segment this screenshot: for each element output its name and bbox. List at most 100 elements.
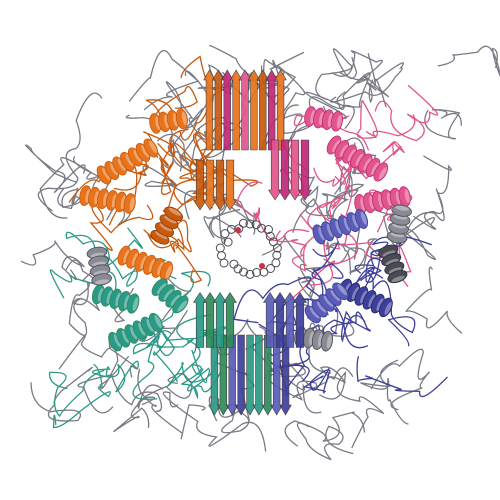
coil-loop: [370, 348, 430, 411]
coil-loop: [350, 140, 405, 180]
helix-highlight: [168, 207, 181, 216]
coil-loop: [296, 422, 354, 461]
beta-strand-arrow: [274, 69, 287, 151]
helix-highlight: [148, 259, 156, 273]
coil-loop: [356, 100, 416, 139]
helix-highlight: [318, 226, 325, 241]
pore-loop: [215, 243, 225, 253]
coil-loop: [315, 48, 358, 101]
helix-highlight: [309, 307, 320, 319]
beta-strand-arrow: [229, 69, 243, 151]
coil-loop: [284, 411, 366, 447]
helix-highlight: [385, 258, 399, 266]
helix-highlight: [360, 211, 367, 225]
helix-ribbon: [149, 108, 188, 134]
pore-loop: [259, 267, 269, 277]
helix-highlight: [157, 262, 164, 276]
beta-strand-arrow: [238, 69, 252, 151]
coil-loop: [363, 53, 390, 104]
coil-loop: [52, 363, 111, 429]
helix-highlight: [115, 292, 121, 307]
helix-highlight: [323, 295, 334, 307]
beta-strand-arrow: [192, 159, 208, 211]
helix-highlight: [159, 223, 172, 232]
helix-highlight: [132, 297, 139, 311]
beta-strand-arrow: [297, 139, 313, 201]
coil-loop: [310, 196, 359, 286]
helix-ribbon: [151, 278, 189, 314]
red-residue: [235, 227, 241, 233]
coil-loop: [302, 367, 331, 394]
coil-loop: [68, 262, 110, 336]
coil-loop: [437, 45, 500, 78]
helix-highlight: [330, 289, 341, 302]
coil-loop: [112, 396, 155, 433]
helix-highlight: [347, 149, 356, 162]
helix-highlight: [140, 255, 147, 270]
helix-highlight: [148, 140, 157, 153]
helix-turn: [320, 330, 333, 352]
helix-highlight: [123, 295, 130, 309]
helix-ribbon: [304, 106, 343, 132]
pore-loop: [272, 243, 282, 253]
pore-loop: [252, 268, 262, 277]
beta-strand-arrow: [247, 69, 261, 151]
helix-turn: [91, 273, 112, 286]
helix-ribbon: [150, 206, 183, 245]
beta-strand-arrow: [202, 291, 218, 348]
coil-loop: [49, 369, 105, 418]
helix-highlight: [106, 290, 113, 304]
coil-loop: [89, 201, 154, 252]
coil-loop: [128, 49, 200, 111]
helix-highlight: [170, 294, 181, 306]
helix-highlight: [125, 154, 134, 167]
coil-loop: [186, 329, 217, 392]
coil-loop: [209, 44, 297, 98]
pore-loop: [264, 225, 273, 234]
beta-strand-arrow: [272, 291, 288, 348]
coil-loop: [137, 372, 193, 410]
pore-loop: [271, 258, 281, 268]
coil-loop: [308, 72, 371, 122]
helix-highlight: [138, 322, 146, 336]
beta-strand-arrow: [282, 291, 298, 348]
helix-highlight: [339, 144, 348, 157]
red-residue: [259, 263, 265, 269]
helix-highlight: [316, 301, 327, 313]
helix-highlight: [371, 162, 380, 175]
helix-highlight: [156, 283, 167, 295]
coil-loop: [37, 92, 103, 212]
beta-strand-arrow: [222, 291, 238, 348]
pore-loop: [223, 237, 233, 247]
pore-loop: [220, 229, 230, 239]
coil-loop: [132, 330, 178, 400]
coil-loop: [334, 166, 364, 201]
helix-ribbon: [79, 185, 136, 214]
helix-ribbon: [117, 245, 174, 281]
beta-strand-arrow: [202, 159, 218, 211]
helix-highlight: [165, 265, 172, 279]
helix-ribbon: [386, 204, 412, 244]
beta-strand-arrow: [212, 159, 228, 211]
helix-highlight: [163, 288, 174, 301]
helix-highlight: [146, 318, 154, 332]
helix-highlight: [133, 149, 142, 162]
helix-ribbon: [326, 135, 389, 182]
central-pore: [215, 218, 282, 279]
helix-turn: [143, 138, 159, 158]
helix-turn: [123, 193, 136, 214]
helix-ribbon: [354, 186, 411, 215]
helix-highlight: [102, 167, 111, 180]
helix-highlight: [164, 215, 177, 224]
helix-highlight: [95, 279, 109, 285]
coil-loop: [305, 193, 350, 233]
beta-strand-arrow: [287, 139, 303, 201]
coil-loop: [285, 164, 319, 233]
coil-loop: [25, 144, 86, 194]
coil-loop: [137, 368, 206, 440]
coil-loop: [157, 152, 174, 196]
beta-strand-arrow: [267, 139, 283, 201]
coil-loop: [356, 356, 448, 398]
coil-loop: [181, 364, 222, 400]
coil-loop: [145, 85, 198, 123]
